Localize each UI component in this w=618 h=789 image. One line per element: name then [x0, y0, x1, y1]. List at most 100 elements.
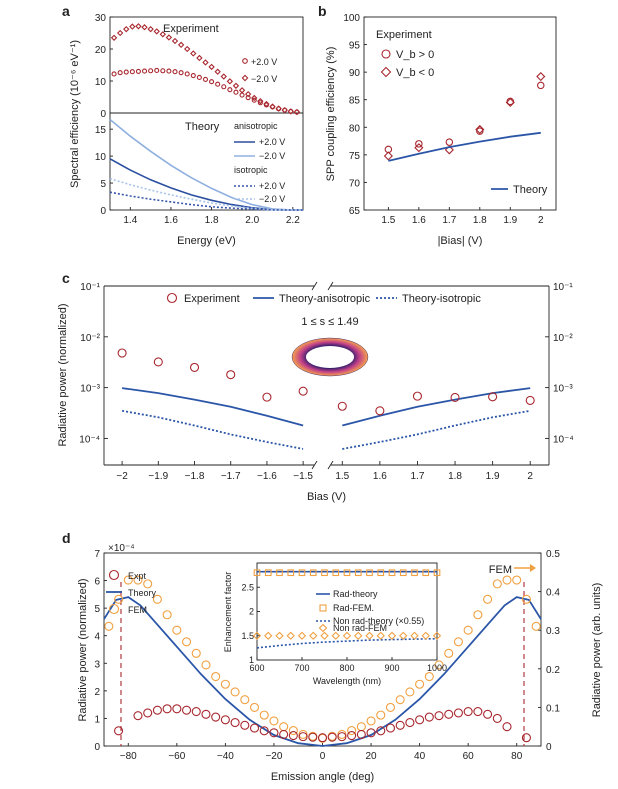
panel-d-xtick-label: 40 — [414, 751, 426, 762]
panel-d-theory-line — [103, 596, 542, 747]
panel-d-expt-point — [114, 726, 124, 736]
panel-a-point-pos — [239, 92, 245, 98]
panel-a-point-neg — [190, 50, 197, 57]
panel-d-xtick-label: 20 — [365, 751, 377, 762]
panel-a-xlabel: Energy (eV) — [177, 235, 236, 247]
panel-d-expt-point — [492, 713, 502, 723]
panel-b-legend-title: Experiment — [376, 29, 432, 41]
panel-d-fem-point — [492, 579, 502, 589]
panel-d-ytick-label: 3 — [94, 659, 100, 670]
panel-d-expt-point — [356, 729, 366, 739]
inset-nonrad-fem-point — [264, 631, 273, 640]
panel-d-xtick-label: 80 — [511, 751, 523, 762]
panel-d-fem-point — [385, 702, 396, 712]
inset-rad-fem-point — [253, 569, 261, 577]
panel-b-xtick-label: 2 — [538, 215, 544, 226]
panel-b-xtick-label: 1.6 — [412, 215, 426, 226]
panel-c-point — [525, 395, 535, 405]
panel-d-legend-circle-expt — [108, 569, 120, 581]
panel-a-point-pos — [221, 84, 227, 90]
panel-d-fem-point — [453, 637, 464, 647]
panel-a-top-ytick-label: 30 — [95, 13, 107, 24]
panel-d-expt-point — [453, 708, 464, 718]
panel-d-ytick-label: 5 — [94, 604, 100, 615]
panel-d-expt-point — [269, 728, 279, 738]
panel-d-xtick-label: −40 — [217, 751, 234, 762]
panel-c-legend-iso: Theory-isotropic — [402, 293, 481, 305]
panel-b-theory-line — [388, 131, 541, 162]
panel-c-xtick-label: −1.9 — [148, 471, 168, 482]
panel-a-top-ytick-label: 10 — [95, 77, 107, 88]
panel-b-ytick-label: 70 — [349, 178, 361, 189]
panel-d-expt-point — [152, 705, 162, 715]
panel-c-ytick-label-right: 10⁻⁴ — [553, 434, 574, 445]
panel-c-legend-aniso: Theory-anisotropic — [279, 293, 371, 305]
panel-d-xtick-label: −60 — [168, 751, 185, 762]
panel-a-legend-iso-pos: +2.0 V — [259, 181, 285, 191]
panel-d-fem-point — [114, 594, 124, 604]
panel-c-ytick-label-right: 10⁻¹ — [553, 282, 573, 293]
inset-legend-square — [319, 604, 327, 612]
inset-rad-fem-point — [264, 569, 272, 577]
panel-c-break-mark — [311, 281, 318, 291]
panel-b-legend-pos: V_b > 0 — [396, 49, 434, 61]
inset-xtick-label: 1000 — [427, 663, 447, 673]
panel-b-point-neg — [505, 97, 515, 108]
inset-rad-fem-point — [399, 569, 407, 577]
panel-d-expt-point — [308, 732, 318, 742]
panel-c-ring-hole — [306, 346, 354, 368]
inset-xlabel: Wavelength (nm) — [313, 676, 381, 686]
panel-a-point-neg — [171, 37, 179, 45]
inset-rad-fem-point — [343, 569, 351, 577]
panel-a-point-neg — [123, 25, 130, 33]
panel-c-xtick-label: −1.5 — [293, 471, 313, 482]
panel-label-d: d — [62, 530, 71, 546]
inset-rad-fem-point — [298, 569, 306, 577]
panel-a-point-neg — [287, 108, 294, 115]
inset-rad-fem-point — [354, 569, 362, 577]
panel-d-expt-point — [347, 730, 357, 741]
panel-a-point-neg — [263, 100, 270, 108]
panel-d-expt-point — [376, 726, 386, 736]
panel-a-bottom-ytick-label: 5 — [100, 179, 106, 190]
panel-b-point-pos — [445, 138, 454, 146]
panel-a-theory-label: Theory — [185, 121, 220, 133]
panel-a-legend-pos: +2.0 V — [251, 57, 277, 67]
panel-b-xtick-label: 1.5 — [381, 215, 395, 226]
panel-d-fem-point — [347, 726, 357, 736]
panel-d-ytick-label: 2 — [94, 687, 100, 698]
panel-a-bottom-ytick-label: 15 — [95, 125, 107, 136]
panel-b-legend-theory: Theory — [513, 184, 548, 196]
panel-c-line-anisotropic — [121, 387, 304, 427]
panel-d-fem-point — [298, 729, 308, 739]
panel-a-bottom-ytick-label: 10 — [95, 152, 107, 163]
panel-c-legend-experiment: Experiment — [184, 293, 240, 305]
panel-a-top-ytick-label: 0 — [100, 109, 106, 120]
panel-d-fem-point — [395, 695, 405, 705]
panel-a-point-neg — [238, 87, 246, 94]
panel-a-point-neg — [116, 29, 124, 37]
panel-d-fem-point — [405, 687, 415, 697]
panel-a-point-pos — [166, 68, 172, 74]
panel-d-ytick-right-label: 0.4 — [546, 588, 560, 599]
panel-b-ylabel: SPP coupling efficiency (%) — [325, 47, 337, 182]
panel-b-ytick-label: 65 — [349, 206, 361, 217]
panel-c-ytick-label-right: 10⁻³ — [553, 384, 573, 395]
panel-d-expt-point — [230, 718, 240, 728]
panel-d-xtick-label: −80 — [120, 751, 137, 762]
panel-a-point-neg — [214, 68, 221, 75]
panel-d-expt-point — [337, 732, 347, 742]
panel-d-fem-point — [240, 695, 250, 705]
inset-ytick-label: 1.5 — [241, 631, 254, 641]
panel-a-legend-aniso-neg: −2.0 V — [259, 151, 285, 161]
panel-d-fem-point — [415, 679, 425, 689]
panel-a-point-neg — [293, 108, 301, 116]
panel-d-expt-point — [133, 711, 143, 721]
panel-d-fem-point — [211, 671, 221, 682]
panel-d-expt-point — [317, 733, 328, 743]
panel-a-point-pos — [190, 73, 196, 79]
panel-a-point-neg — [244, 90, 252, 98]
panel-d-legend-fem: FEM — [128, 605, 147, 615]
inset-nonrad-fem-point — [365, 631, 374, 640]
inset-nonrad-fem-point — [354, 631, 363, 640]
